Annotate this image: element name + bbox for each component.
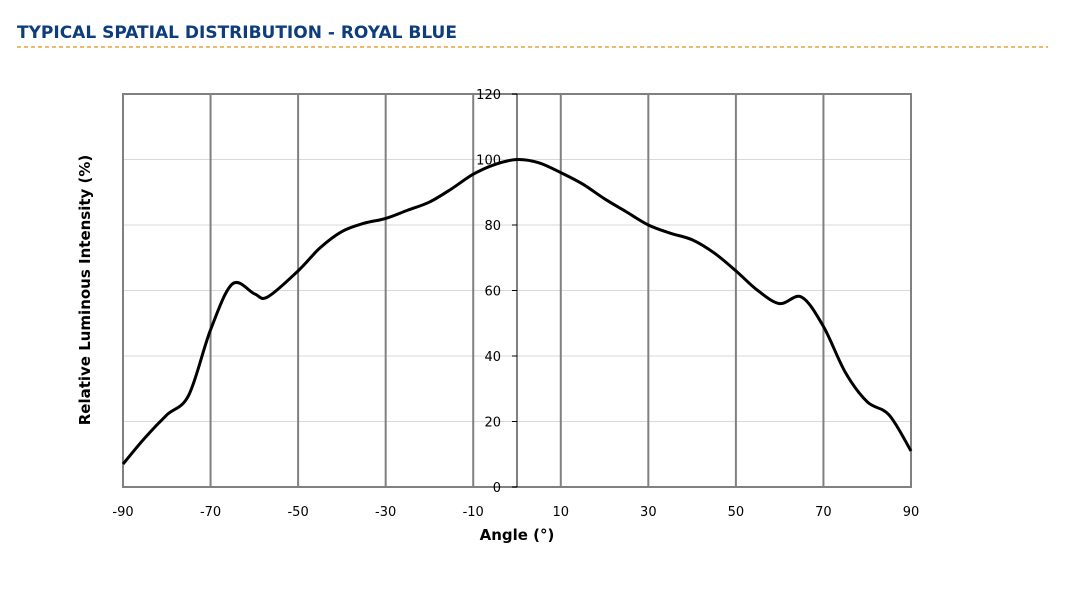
- x-tick-label: -10: [463, 505, 484, 520]
- page-title: TYPICAL SPATIAL DISTRIBUTION - ROYAL BLU…: [17, 23, 457, 43]
- x-tick-label: 50: [728, 505, 745, 520]
- x-tick-label: 30: [640, 505, 657, 520]
- data-line: [121, 157, 913, 466]
- x-tick-label: -90: [112, 505, 133, 520]
- y-tick-label: 20: [484, 416, 501, 431]
- x-tick-label: 70: [815, 505, 832, 520]
- x-axis-label: Angle (°): [480, 526, 555, 544]
- x-tick-label: -50: [287, 505, 308, 520]
- y-tick-label: 80: [484, 219, 501, 234]
- y-tick-label: 0: [493, 481, 501, 496]
- y-axis-label: Relative Luminous Intensity (%): [76, 155, 94, 426]
- x-tick-label: -30: [375, 505, 396, 520]
- y-tick-label: 120: [476, 88, 501, 103]
- x-tick-label: -70: [200, 505, 221, 520]
- x-tick-label: 90: [903, 505, 920, 520]
- x-tick-label: 10: [553, 505, 570, 520]
- y-tick-label: 40: [484, 350, 501, 365]
- y-tick-label: 60: [484, 285, 501, 300]
